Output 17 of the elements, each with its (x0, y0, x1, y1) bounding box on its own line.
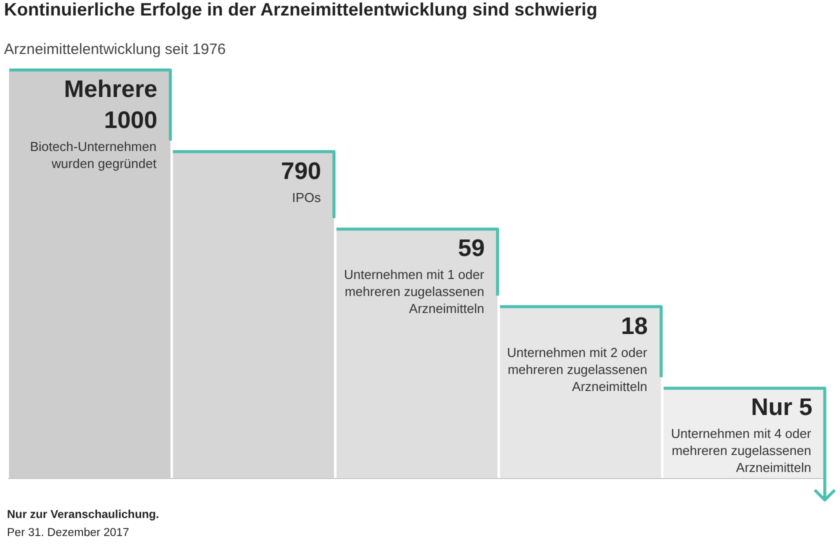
bar (336, 229, 498, 478)
annotation: Nur 5 (751, 394, 812, 421)
annotation: 18 (621, 313, 648, 340)
bar (172, 152, 334, 478)
chart-subtitle: Arzneimittelentwicklung seit 1976 (4, 41, 226, 58)
annotation: IPOs (292, 190, 322, 205)
annotation: Mehrere 1000 (64, 76, 158, 134)
annotation: Biotech-Unternehmen wurden gegründet (30, 139, 157, 171)
annotation: 59 (458, 235, 485, 262)
annotation: Unternehmen mit 2 oder mehreren zugelassenen Arzneimitteln (507, 345, 648, 394)
bar (500, 306, 662, 478)
annotation: Unternehmen mit 1 oder mehreren zugelassenen Arzneimitteln (344, 267, 485, 316)
annotation: Unternehmen mit 4 oder mehreren zugelassenen Arzneimitteln (671, 426, 812, 475)
text: Nur zur Veranschaulichung. (7, 509, 160, 521)
text: Per 31. Dezember 2017 (7, 527, 130, 539)
annotation: 790 (281, 158, 322, 185)
chart-title: Kontinuierliche Erfolge in der Arzneimittelentwicklung sind schwierig (4, 0, 598, 20)
